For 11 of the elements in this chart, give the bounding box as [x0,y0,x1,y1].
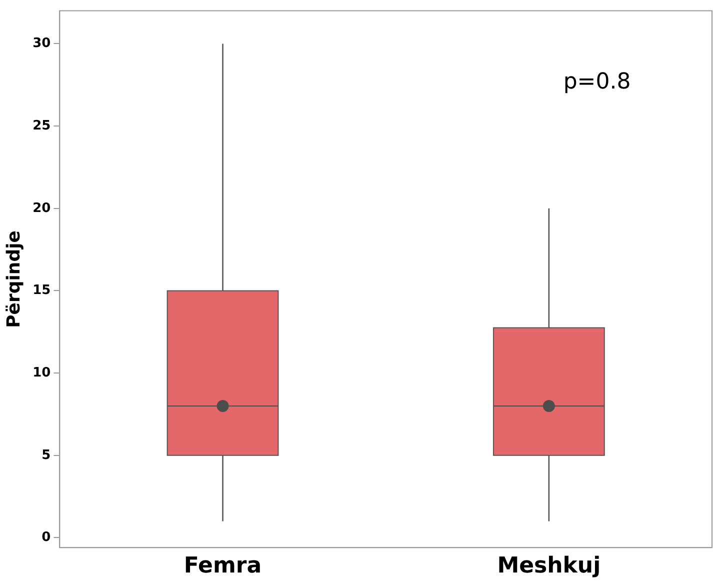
y-tick-label: 20 [32,200,51,216]
y-tick-label: 30 [32,36,51,52]
x-tick-label: Meshkuj [497,554,601,579]
y-tick-label: 10 [32,365,51,380]
x-tick-label: Femra [184,554,262,579]
y-axis-title: Përqindje [3,230,24,328]
annotation: p=0.8 [563,70,631,95]
y-tick-label: 15 [32,283,51,298]
y-tick-label: 0 [42,530,51,546]
y-tick-label: 25 [32,118,51,134]
y-tick-label: 5 [42,448,51,463]
